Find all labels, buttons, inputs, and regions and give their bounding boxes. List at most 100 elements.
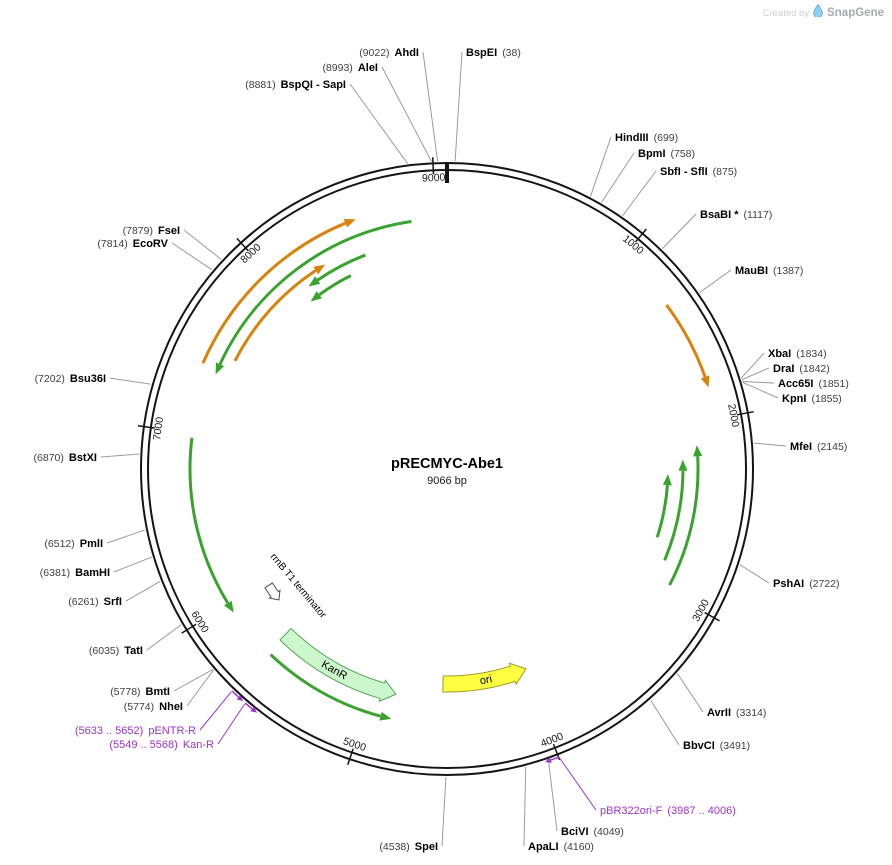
enzyme-label[interactable]: Acc65I (1851) — [778, 378, 849, 390]
orf-green-upper-short-1-arrowhead — [308, 276, 321, 287]
enzyme-leader-line — [741, 367, 770, 381]
enzyme-leader-line — [381, 66, 432, 162]
enzyme-leader-line — [650, 699, 680, 746]
enzyme-leader-line — [441, 776, 447, 847]
primer-leader-line — [217, 703, 246, 745]
enzyme-label[interactable]: (6512) PmlI — [44, 538, 103, 550]
enzyme-leader-line — [589, 136, 612, 197]
enzyme-label[interactable]: (6381) BamHI — [40, 567, 110, 579]
enzyme-leader-line — [146, 624, 182, 651]
primer-site-arrow — [550, 756, 560, 761]
enzyme-leader-line — [523, 766, 527, 847]
enzyme-label[interactable]: (6035) TatI — [89, 645, 143, 657]
enzyme-leader-line — [125, 580, 161, 602]
orf-green-right-3-arrowhead — [662, 474, 672, 486]
enzyme-label[interactable]: (8993) AleI — [322, 62, 378, 74]
tick-label: 5000 — [342, 735, 368, 754]
enzyme-leader-line — [183, 229, 222, 260]
enzyme-leader-line — [547, 759, 558, 832]
orf-green-upper-long[interactable] — [218, 220, 412, 365]
enzyme-label[interactable]: KpnI (1855) — [782, 393, 842, 405]
enzyme-label[interactable]: BciVI (4049) — [561, 826, 624, 838]
enzyme-label[interactable]: DraI (1842) — [773, 363, 830, 375]
enzyme-label[interactable]: BbvCI (3491) — [683, 740, 750, 752]
tick-label: 6000 — [188, 609, 211, 635]
tick-label: 4000 — [539, 730, 565, 750]
enzyme-label[interactable]: ApaLI (4160) — [528, 841, 594, 853]
enzyme-leader-line — [742, 381, 775, 384]
orf-green-right-1-arrowhead — [693, 445, 703, 457]
primer-leader-line — [199, 691, 232, 731]
orf-orange-outer[interactable] — [201, 221, 346, 364]
tick-label: 1000 — [620, 233, 646, 257]
enzyme-leader-line — [349, 83, 409, 164]
tick-mark — [704, 611, 720, 622]
enzyme-label[interactable]: (6870) BstXI — [34, 452, 97, 464]
enzyme-leader-line — [740, 352, 765, 379]
enzyme-leader-line — [186, 669, 214, 707]
enzyme-leader-line — [422, 51, 439, 162]
enzyme-label[interactable]: (5774) NheI — [124, 701, 183, 713]
enzyme-leader-line — [100, 453, 140, 458]
primer-label[interactable]: pBR322ori-F (3987 .. 4006) — [600, 805, 736, 817]
primer-label[interactable]: (5549 .. 5568) Kan-R — [109, 739, 214, 751]
orf-green-left[interactable] — [188, 437, 230, 604]
enzyme-label[interactable]: (4538) SpeI — [379, 841, 438, 853]
terminator-feature[interactable] — [264, 582, 281, 601]
orf-green-bottom[interactable] — [269, 653, 381, 718]
orf-green-upper-long-arrowhead — [215, 362, 225, 375]
orf-green-bottom-arrowhead — [379, 711, 392, 721]
orf-green-upper-short-2[interactable] — [318, 274, 352, 296]
enzyme-label[interactable]: (5778) BmtI — [110, 686, 170, 698]
enzyme-label[interactable]: (6261) SrfI — [68, 596, 122, 608]
enzyme-leader-line — [622, 170, 657, 217]
enzyme-label[interactable]: HindIII (699) — [615, 132, 678, 144]
enzyme-label[interactable]: BpmI (758) — [638, 148, 695, 160]
tick-mark — [634, 228, 647, 243]
tick-label: 7000 — [151, 416, 166, 441]
enzyme-label[interactable]: (9022) AhdI — [359, 47, 419, 59]
enzyme-leader-line — [109, 377, 151, 385]
enzyme-label[interactable]: BspEI (38) — [466, 47, 521, 59]
enzyme-label[interactable]: (7202) Bsu36I — [35, 373, 106, 385]
primer-label[interactable]: (5633 .. 5652) pENTR-R — [75, 725, 196, 737]
primer-site-arrow — [231, 690, 240, 698]
enzyme-label[interactable]: PshAI (2722) — [773, 578, 840, 590]
kanr-feature[interactable] — [279, 627, 397, 703]
enzyme-label[interactable]: (7879) FseI — [123, 225, 180, 237]
orf-orange-right[interactable] — [665, 304, 707, 378]
enzyme-label[interactable]: (8881) BspQI - SapI — [245, 79, 346, 91]
orf-green-upper-short-2-arrowhead — [310, 291, 322, 302]
ori-feature[interactable] — [442, 662, 527, 693]
tick-mark — [736, 410, 754, 416]
orf-green-right-1[interactable] — [668, 456, 700, 586]
watermark-created-by: Created by — [762, 7, 810, 19]
enzyme-leader-line — [106, 529, 146, 544]
tick-label: 3000 — [690, 597, 712, 623]
enzyme-label[interactable]: MfeI (2145) — [790, 441, 847, 453]
enzyme-leader-line — [173, 668, 214, 692]
enzyme-label[interactable]: MauBI (1387) — [735, 265, 803, 277]
enzyme-leader-line — [601, 152, 635, 203]
orf-orange-inner[interactable] — [233, 269, 317, 362]
primer-leader-line — [559, 757, 597, 811]
orf-orange-outer-arrowhead — [343, 219, 356, 228]
enzyme-label[interactable]: XbaI (1834) — [768, 348, 827, 360]
tick-mark — [181, 623, 197, 634]
tick-label: 2000 — [725, 403, 741, 428]
enzyme-leader-line — [676, 673, 704, 713]
enzyme-label[interactable]: BsaBI * (1117) — [700, 209, 772, 221]
watermark-brand: SnapGene — [827, 7, 884, 19]
orf-green-right-2[interactable] — [663, 470, 685, 561]
enzyme-label[interactable]: SbfI - SflI (875) — [660, 166, 737, 178]
enzyme-label[interactable]: AvrII (3314) — [707, 707, 766, 719]
orf-green-right-3[interactable] — [655, 485, 669, 538]
primer-site-arrowhead — [250, 706, 257, 713]
terminator-label[interactable]: rrnB T1 terminator — [268, 552, 329, 622]
enzyme-label[interactable]: (7814) EcoRV — [97, 238, 168, 250]
orf-green-right-2-arrowhead — [678, 459, 688, 471]
ori-label[interactable]: ori — [479, 673, 493, 687]
tick-mark — [347, 748, 354, 766]
orf-green-upper-short-1[interactable] — [316, 253, 366, 282]
enzyme-leader-line — [739, 564, 770, 584]
